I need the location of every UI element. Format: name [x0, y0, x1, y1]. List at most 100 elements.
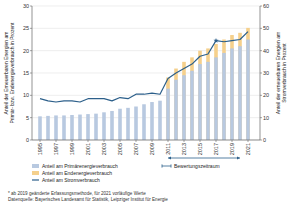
- y-tick: [30, 117, 32, 118]
- bar: [110, 111, 114, 140]
- y-tick: [30, 73, 32, 74]
- bar: [134, 107, 138, 141]
- x-tick-label: 2019: [229, 143, 235, 155]
- footnote-line: Datenquelle: Bayerisches Landesamt für S…: [8, 197, 168, 202]
- y-tick: [30, 6, 32, 7]
- x-tick-label: 2021: [245, 143, 251, 155]
- y-tick-label: 0: [26, 137, 29, 143]
- arrow-head: [168, 156, 171, 159]
- bar: [222, 40, 226, 141]
- chart: 1995199719992001200320052007200920112013…: [0, 0, 292, 219]
- x-tick-label: 2005: [117, 143, 123, 155]
- legend-swatch: [32, 171, 39, 175]
- y2-tick: [260, 117, 262, 118]
- y-tick-label: 10: [23, 92, 29, 98]
- grid: [32, 6, 260, 140]
- y2-tick: [260, 28, 262, 29]
- y2-tick-label: 60: [263, 3, 269, 9]
- bar: [198, 64, 202, 140]
- bar: [126, 108, 130, 140]
- y-tick-label: 25: [23, 25, 29, 31]
- x-tick: [136, 140, 137, 142]
- bar: [222, 53, 226, 140]
- plot-area: [38, 28, 250, 140]
- bar: [62, 115, 66, 140]
- legend-label: Anteil am Primärenergieverbrauch: [42, 163, 118, 169]
- bar: [206, 62, 210, 140]
- x-tick-label: 2003: [101, 143, 107, 155]
- bar: [46, 116, 50, 140]
- x-tick: [152, 140, 153, 142]
- bar: [94, 114, 98, 140]
- grid-line: [32, 28, 260, 29]
- y-axis-label: Anteil der Erneuerbaren Energien amPrimä…: [3, 22, 15, 123]
- bar: [230, 48, 234, 140]
- bar: [238, 33, 242, 140]
- legend-swatch: [32, 179, 39, 180]
- legend: Anteil am PrimärenergieverbrauchAnteil a…: [32, 163, 220, 183]
- x-tick: [56, 140, 57, 142]
- bar: [206, 48, 210, 140]
- bar: [78, 115, 82, 140]
- y-tick: [30, 50, 32, 51]
- y-tick-label: 20: [23, 48, 29, 54]
- y-tick-label: 5: [26, 115, 29, 121]
- legend-label: Anteil am Endenergieverbrauch: [42, 170, 112, 176]
- y2-tick: [260, 95, 262, 96]
- footnote: * ab 2019 geänderte Erfassungsmethode, f…: [8, 191, 168, 202]
- y2-tick: [260, 6, 262, 7]
- x-tick: [88, 140, 89, 142]
- bar: [102, 112, 106, 140]
- x-tick-label: 2015: [197, 143, 203, 155]
- x-tick-label: 2011: [165, 143, 171, 155]
- bar: [54, 115, 58, 140]
- y2-tick-label: 0: [263, 137, 266, 143]
- bar: [214, 44, 218, 140]
- x-tick-label: 2017: [213, 143, 219, 155]
- bar: [182, 62, 186, 140]
- grid-line: [32, 6, 260, 7]
- legend-label: Anteil am Stromverbrauch: [42, 177, 100, 183]
- bar: [246, 28, 250, 140]
- bar: [246, 40, 250, 141]
- y2-axis-label-line: Stromverbrauch in Prozent: [281, 43, 287, 103]
- bar: [198, 51, 202, 140]
- range: [168, 156, 240, 159]
- legend-swatch: [32, 164, 39, 168]
- x-tick: [232, 140, 233, 142]
- bar: [174, 69, 178, 140]
- x-tick: [248, 140, 249, 142]
- y-tick: [30, 95, 32, 96]
- x-tick-label: 1995: [37, 143, 43, 155]
- y2-tick: [260, 50, 262, 51]
- legend-swatch: [162, 164, 163, 167]
- range-line: [168, 158, 240, 159]
- x-tick-label: 1999: [69, 143, 75, 155]
- bar: [118, 109, 122, 140]
- x-tick: [72, 140, 73, 142]
- x-axis-line: [32, 140, 260, 141]
- x-tick: [184, 140, 185, 142]
- x-tick-label: 2013: [181, 143, 187, 155]
- arrow-head: [237, 156, 240, 159]
- x-tick-label: 2009: [149, 143, 155, 155]
- bar: [86, 114, 90, 140]
- x-tick: [40, 140, 41, 142]
- bar-series: [166, 28, 250, 140]
- footnote-line: * ab 2019 geänderte Erfassungsmethode, f…: [8, 191, 146, 196]
- point-star: [214, 38, 219, 43]
- axes: 1995199719992001200320052007200920112013…: [23, 3, 269, 155]
- y2-tick-label: 20: [263, 92, 269, 98]
- x-tick: [216, 140, 217, 142]
- grid-line: [32, 140, 260, 141]
- bar: [238, 46, 242, 140]
- legend-swatch: [171, 164, 172, 167]
- bar: [150, 102, 154, 140]
- bar: [174, 80, 178, 140]
- bar: [190, 71, 194, 140]
- y2-tick-label: 10: [263, 115, 269, 121]
- bar: [158, 101, 162, 140]
- y2-tick-label: 50: [263, 25, 269, 31]
- bar: [38, 116, 42, 140]
- bar-series: [38, 40, 250, 141]
